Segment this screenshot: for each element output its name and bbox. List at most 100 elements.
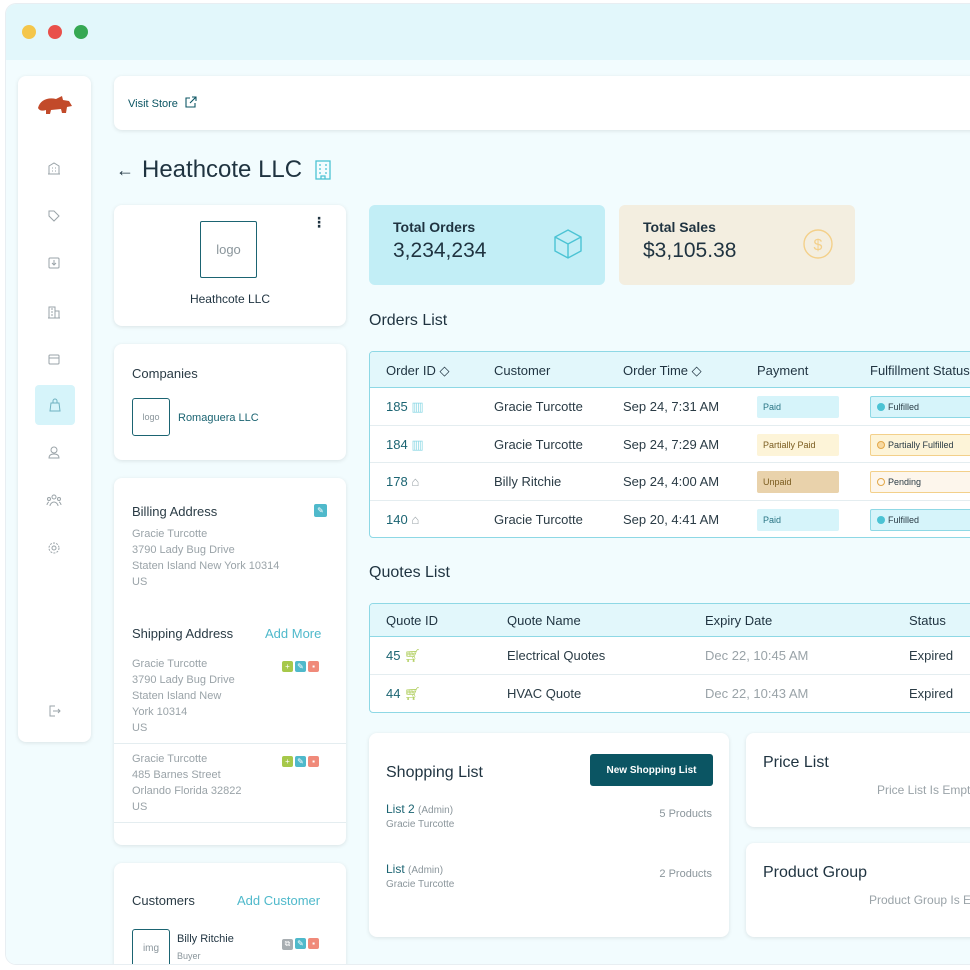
shopping-list-item[interactable]: List 2 (Admin) Gracie Turcotte bbox=[386, 802, 454, 830]
partial-dot-icon bbox=[877, 440, 885, 449]
order-id-link[interactable]: 185 ▥ bbox=[386, 399, 424, 415]
edit-icon[interactable]: ✎ bbox=[295, 661, 306, 672]
order-customer: Gracie Turcotte bbox=[494, 436, 583, 452]
bag-icon[interactable] bbox=[35, 385, 75, 425]
edit-icon[interactable]: ✎ bbox=[295, 938, 306, 949]
quote-name: HVAC Quote bbox=[507, 685, 582, 701]
add-icon[interactable]: + bbox=[282, 661, 293, 672]
total-orders-title: Total Orders bbox=[393, 219, 476, 235]
shopping-list-name[interactable]: List bbox=[386, 862, 405, 876]
calendar-icon[interactable] bbox=[40, 345, 68, 373]
quote-id: 44 bbox=[386, 685, 401, 701]
column-header-status: Status bbox=[909, 613, 946, 628]
price-list-title: Price List bbox=[763, 754, 829, 771]
delete-icon[interactable]: ▪ bbox=[308, 756, 319, 767]
column-header-order-time[interactable]: Order Time ◇ bbox=[623, 363, 702, 378]
app-content: Visit Store ← Heathcote LLC logo ⋮ Heath… bbox=[6, 60, 970, 964]
settings-icon[interactable] bbox=[40, 534, 68, 562]
order-id-link[interactable]: 140 ⌂ bbox=[386, 512, 419, 527]
close-button[interactable] bbox=[48, 25, 62, 39]
payment-badge: Unpaid bbox=[757, 471, 839, 493]
fulfillment-badge: Fulfilled bbox=[870, 396, 970, 418]
order-time: Sep 24, 7:31 AM bbox=[623, 399, 720, 414]
order-id-link[interactable]: 184 ▥ bbox=[386, 437, 424, 453]
quote-name: Electrical Quotes bbox=[507, 648, 606, 663]
new-shopping-list-button[interactable]: New Shopping List bbox=[590, 754, 713, 786]
column-header-order-id[interactable]: Order ID ◇ bbox=[386, 363, 450, 378]
shopping-list-owner: Gracie Turcotte bbox=[386, 879, 455, 890]
orders-table-header: Order ID ◇ Customer Order Time ◇ Payment… bbox=[370, 352, 970, 388]
company-card: logo ⋮ Heathcote LLC bbox=[114, 205, 346, 326]
shopping-list-name[interactable]: List 2 bbox=[386, 802, 415, 816]
quotes-table-header: Quote ID Quote Name Expiry Date Status bbox=[370, 604, 970, 637]
more-options-icon[interactable]: ⋮ bbox=[312, 214, 326, 230]
divider bbox=[114, 822, 346, 823]
company-link[interactable]: Romaguera LLC bbox=[178, 412, 259, 424]
orders-table: Order ID ◇ Customer Order Time ◇ Payment… bbox=[369, 351, 970, 538]
add-customer-link[interactable]: Add Customer bbox=[237, 893, 321, 908]
copy-icon[interactable]: ⧉ bbox=[282, 938, 293, 950]
payment-badge: Paid bbox=[757, 508, 839, 531]
address-line: Staten Island New bbox=[132, 690, 222, 702]
customers-card: Customers Add Customer img Billy Ritchie… bbox=[114, 863, 346, 964]
fulfillment-label: Pending bbox=[888, 477, 922, 487]
customers-title: Customers bbox=[132, 893, 195, 908]
quote-id-link[interactable]: 44 🛒︎ bbox=[386, 686, 421, 702]
total-sales-value: $3,105.38 bbox=[643, 239, 737, 262]
address-line: 3790 Lady Bug Drive bbox=[132, 674, 235, 686]
quotes-table: Quote ID Quote Name Expiry Date Status 4… bbox=[369, 603, 970, 713]
column-header-payment: Payment bbox=[757, 363, 809, 378]
page-title: ← Heathcote LLC bbox=[116, 156, 332, 184]
edit-icon[interactable]: ✎ bbox=[314, 504, 327, 517]
order-id: 178 bbox=[386, 474, 408, 489]
shopping-list-role: (Admin) bbox=[408, 865, 444, 876]
address-card: Billing Address ✎ Gracie Turcotte 3790 L… bbox=[114, 478, 346, 845]
download-box-icon[interactable] bbox=[40, 249, 68, 277]
customer-name[interactable]: Billy Ritchie bbox=[177, 933, 234, 945]
building-icon: ▥ bbox=[411, 399, 424, 414]
rhino-logo-icon[interactable] bbox=[36, 94, 74, 116]
team-icon[interactable] bbox=[40, 486, 68, 514]
order-time: Sep 24, 4:00 AM bbox=[623, 474, 720, 489]
address-line: US bbox=[132, 801, 148, 813]
shipping-address-title: Shipping Address bbox=[132, 626, 234, 641]
table-row[interactable]: 44 🛒︎ HVAC Quote Dec 22, 10:43 AM Expire… bbox=[370, 675, 970, 713]
top-bar: Visit Store bbox=[114, 76, 970, 130]
table-row[interactable]: 184 ▥ Gracie Turcotte Sep 24, 7:29 AM Pa… bbox=[370, 426, 970, 463]
edit-icon[interactable]: ✎ bbox=[295, 756, 306, 767]
add-icon[interactable]: + bbox=[282, 756, 293, 767]
order-customer: Billy Ritchie bbox=[494, 474, 562, 489]
building-icon[interactable] bbox=[40, 298, 68, 326]
product-group-empty: Product Group Is Empty bbox=[869, 893, 970, 907]
back-arrow-icon[interactable]: ← bbox=[116, 159, 134, 180]
tag-icon[interactable] bbox=[40, 202, 68, 230]
delete-icon[interactable]: ▪ bbox=[308, 938, 319, 949]
shopping-list-card: Shopping List New Shopping List List 2 (… bbox=[369, 733, 729, 937]
address-line: Staten Island New York 10314 bbox=[132, 560, 280, 572]
user-icon[interactable] bbox=[40, 438, 68, 466]
product-group-title: Product Group bbox=[763, 864, 868, 881]
table-row[interactable]: 185 ▥ Gracie Turcotte Sep 24, 7:31 AM Pa… bbox=[370, 388, 970, 426]
logout-icon[interactable] bbox=[40, 697, 68, 725]
companies-title: Companies bbox=[132, 366, 198, 381]
delete-icon[interactable]: ▪ bbox=[308, 661, 319, 672]
quote-expiry: Dec 22, 10:43 AM bbox=[705, 685, 809, 701]
visit-store-link[interactable]: Visit Store bbox=[128, 96, 197, 110]
minimize-button[interactable] bbox=[22, 25, 36, 39]
fulfillment-label: Fulfilled bbox=[888, 402, 920, 412]
add-more-link[interactable]: Add More bbox=[265, 626, 322, 641]
table-row[interactable]: 178 ⌂ Billy Ritchie Sep 24, 4:00 AM Unpa… bbox=[370, 463, 970, 501]
order-customer: Gracie Turcotte bbox=[494, 399, 583, 414]
shopping-list-item[interactable]: List (Admin) Gracie Turcotte bbox=[386, 862, 454, 890]
quote-id-link[interactable]: 45 🛒︎ bbox=[386, 648, 421, 664]
shipping-address: Gracie Turcotte 485 Barnes Street Orland… bbox=[132, 751, 241, 815]
svg-text:$: $ bbox=[814, 237, 823, 254]
shopping-list-count: 5 Products bbox=[659, 808, 712, 820]
company-icon[interactable] bbox=[40, 154, 68, 182]
table-row[interactable]: 45 🛒︎ Electrical Quotes Dec 22, 10:45 AM… bbox=[370, 637, 970, 675]
customer-avatar: img bbox=[132, 929, 170, 964]
table-row[interactable]: 140 ⌂ Gracie Turcotte Sep 20, 4:41 AM Pa… bbox=[370, 501, 970, 538]
maximize-button[interactable] bbox=[74, 25, 88, 39]
shopping-list-owner: Gracie Turcotte bbox=[386, 819, 455, 830]
order-id-link[interactable]: 178 ⌂ bbox=[386, 474, 419, 489]
